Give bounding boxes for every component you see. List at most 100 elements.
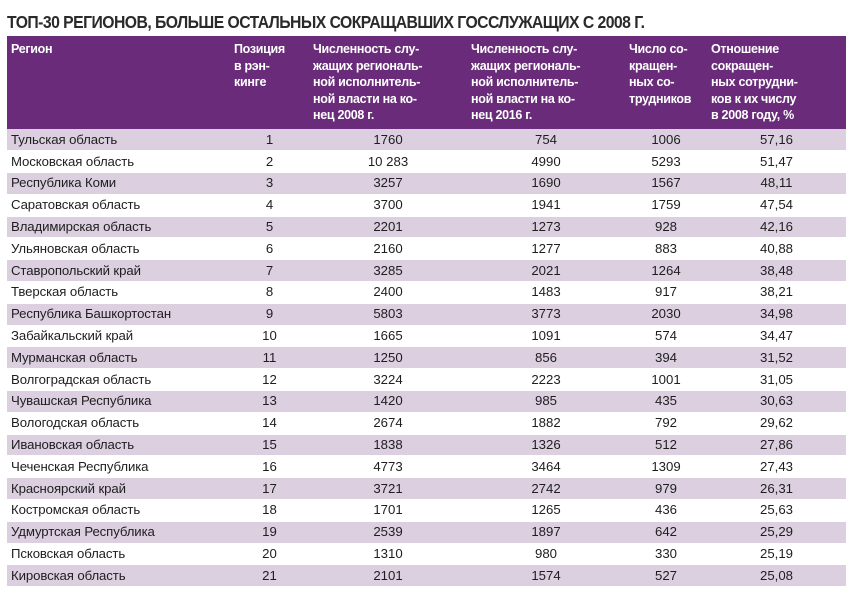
position-cell: 14 [230,412,309,435]
staff-2016-cell: 4990 [467,150,625,174]
staff-2008-cell: 2539 [309,521,467,544]
position-cell: 21 [230,564,309,588]
staff-2008-cell: 2674 [309,412,467,435]
table-row: Тверская область 8 2400 1483 917 38,21 [7,281,846,304]
staff-2008-cell: 1420 [309,390,467,413]
header-line: Численность слу- [313,42,419,56]
table-body: Тульская область 1 1760 754 1006 57,16 Московс… [7,128,846,588]
header-line: ной власти на ко- [471,91,575,106]
staff-2016-cell: 2742 [467,477,625,501]
region-cell: Костромская область [7,499,230,522]
staff-2016-cell: 1690 [467,172,625,195]
header-line: ной власти на ко- [313,91,417,106]
table-row: Красноярский край 17 3721 2742 979 26,31 [7,477,846,501]
cut-ratio-cell: 25,29 [707,521,846,544]
cut-ratio-cell: 48,11 [707,172,846,195]
cut-ratio-cell: 38,48 [707,259,846,283]
table-title: ТОП-30 РЕГИОНОВ, БОЛЬШЕ ОСТАЛЬНЫХ СОКРАЩ… [7,12,645,32]
cut-ratio-cell: 27,86 [707,434,846,457]
header-line: Численность слу- [471,42,577,56]
position-cell: 8 [230,281,309,304]
staff-2016-cell: 3464 [467,455,625,479]
header-line: нец 2016 г. [471,108,533,123]
region-cell: Саратовская область [7,194,230,217]
table-row: Владимирская область 5 2201 1273 928 42,16 [7,216,846,239]
region-cell: Кировская область [7,564,230,588]
header-cut-count: Число со-кращен-ных со-трудников [625,36,707,129]
cut-ratio-cell: 30,63 [707,390,846,413]
cut-ratio-cell: 51,47 [707,150,846,174]
header-line: жащих региональ- [313,58,423,73]
table-row: Ульяновская область 6 2160 1277 883 40,88 [7,237,846,261]
staff-2016-cell: 1277 [467,237,625,261]
header-position: Позиция в рэн-кинге [230,36,309,129]
cut-count-cell: 1264 [625,259,707,283]
header-line: ных со- [629,75,675,90]
header-line: сокращен- [711,58,773,73]
region-cell: Красноярский край [7,477,230,501]
staff-2008-cell: 1665 [309,325,467,348]
cut-count-cell: 527 [625,564,707,588]
staff-2016-cell: 1897 [467,521,625,544]
table-row: Удмуртская Республика 19 2539 1897 642 25,29 [7,521,846,544]
region-cell: Чеченская Республика [7,455,230,479]
cut-ratio-cell: 31,52 [707,346,846,370]
cut-count-cell: 1006 [625,128,707,152]
cut-count-cell: 642 [625,521,707,544]
cut-count-cell: 1001 [625,368,707,392]
header-staff-2008: Численность слу-жащих региональ-ной испо… [309,36,467,129]
table-row: Чеченская Республика 16 4773 3464 1309 27,43 [7,455,846,479]
position-cell: 18 [230,499,309,522]
position-cell: 12 [230,368,309,392]
region-cell: Республика Башкортостан [7,303,230,326]
header-line: кинге [234,75,267,90]
position-cell: 16 [230,455,309,479]
cut-count-cell: 435 [625,390,707,413]
staff-2016-cell: 1326 [467,434,625,457]
cut-count-cell: 436 [625,499,707,522]
cut-count-cell: 883 [625,237,707,261]
position-cell: 13 [230,390,309,413]
staff-2008-cell: 3257 [309,172,467,195]
staff-2008-cell: 10 283 [309,150,467,174]
header-line: нец 2008 г. [313,108,375,123]
cut-ratio-cell: 42,16 [707,216,846,239]
cut-count-cell: 979 [625,477,707,501]
region-cell: Владимирская область [7,216,230,239]
header-cut-ratio: Отношение сокращен-ных сотрудни-ков к их … [707,36,846,129]
table-row: Республика Коми 3 3257 1690 1567 48,11 [7,172,846,195]
staff-2016-cell: 1574 [467,564,625,588]
header-line: трудников [629,91,692,106]
position-cell: 15 [230,434,309,457]
cut-ratio-cell: 47,54 [707,194,846,217]
cut-ratio-cell: 34,98 [707,303,846,326]
region-cell: Московская область [7,150,230,174]
cut-ratio-cell: 34,47 [707,325,846,348]
header-staff-2016: Численность слу-жащих региональ-ной испо… [467,36,625,129]
region-cell: Республика Коми [7,172,230,195]
header-line: Отношение [711,42,779,56]
position-cell: 20 [230,543,309,566]
cut-count-cell: 1309 [625,455,707,479]
cut-ratio-cell: 57,16 [707,128,846,152]
cut-count-cell: 1567 [625,172,707,195]
cut-ratio-cell: 29,62 [707,412,846,435]
staff-2008-cell: 3700 [309,194,467,217]
cut-ratio-cell: 27,43 [707,455,846,479]
position-cell: 9 [230,303,309,326]
position-cell: 2 [230,150,309,174]
staff-2016-cell: 1882 [467,412,625,435]
table-row: Ивановская область 15 1838 1326 512 27,86 [7,434,846,457]
position-cell: 10 [230,325,309,348]
region-cell: Ульяновская область [7,237,230,261]
position-cell: 17 [230,477,309,501]
cut-count-cell: 330 [625,543,707,566]
staff-2008-cell: 3224 [309,368,467,392]
header-line: ной исполнитель- [313,75,421,90]
position-cell: 6 [230,237,309,261]
staff-2016-cell: 856 [467,346,625,370]
staff-2008-cell: 3285 [309,259,467,283]
staff-2016-cell: 2021 [467,259,625,283]
table-row: Московская область 2 10 283 4990 5293 51,47 [7,150,846,174]
table-row: Вологодская область 14 2674 1882 792 29,62 [7,412,846,435]
